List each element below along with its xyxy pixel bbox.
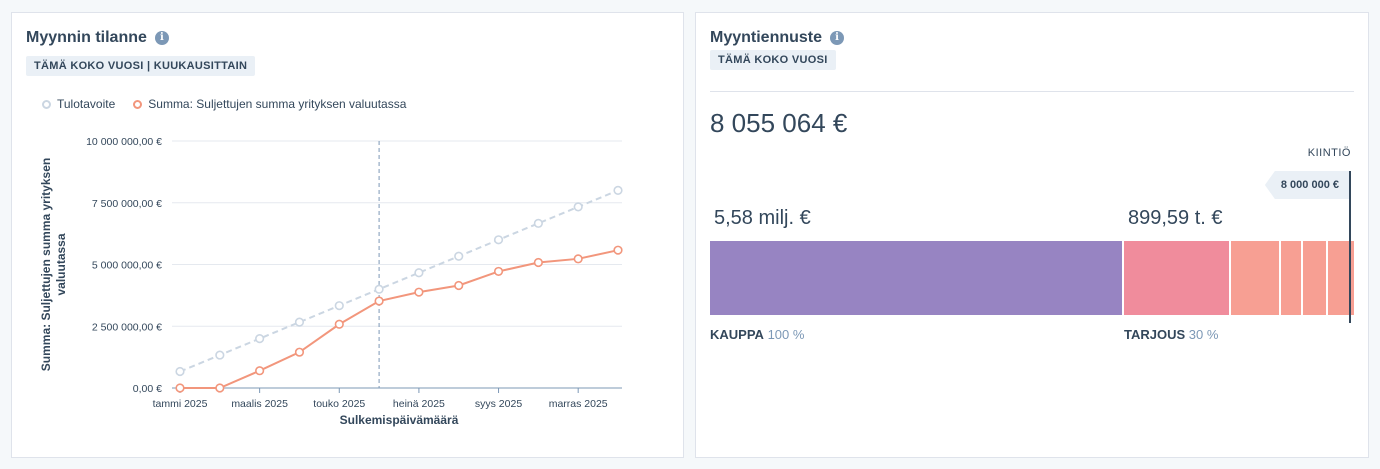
info-icon[interactable]: i	[154, 31, 169, 45]
series-line-1	[180, 249, 619, 389]
y-tick-label: 5 000 000,00 €	[92, 260, 162, 272]
legend-label-target: Tulotavoite	[57, 97, 116, 111]
data-point	[215, 383, 225, 393]
x-tick-label: syys 2025	[475, 398, 522, 410]
series-line-0	[179, 189, 619, 373]
data-point	[255, 334, 265, 344]
x-tick-label: tammi 2025	[153, 398, 208, 410]
x-tick-label: maalis 2025	[231, 398, 288, 410]
data-point	[294, 317, 305, 327]
data-point	[454, 251, 464, 261]
closed-value: 5,58 milj. €	[714, 207, 811, 229]
data-point	[533, 218, 543, 228]
y-axis-title-line: Summa: Suljettujen summa yrityksen	[39, 158, 53, 371]
y-tick-label: 0,00 €	[133, 383, 162, 395]
stage-bar-5[interactable]	[1303, 241, 1326, 315]
forecast-period-tag: TÄMÄ KOKO VUOSI	[710, 50, 836, 70]
y-tick-label: 7 500 000,00 €	[92, 198, 162, 210]
data-point	[255, 366, 265, 376]
data-point	[573, 254, 583, 264]
data-point	[533, 257, 543, 268]
legend-label-sum: Summa: Suljettujen summa yrityksen valuu…	[148, 97, 407, 111]
offer-bar[interactable]	[1124, 241, 1229, 315]
divider	[710, 91, 1354, 92]
legend-item-target[interactable]: Tulotavoite	[42, 97, 115, 111]
forecast-title: Myyntiennuste i	[710, 29, 845, 47]
data-point	[454, 280, 464, 291]
stage-bar-4[interactable]	[1281, 241, 1301, 315]
stage-name-offer: TARJOUS	[1124, 327, 1186, 342]
x-tick-label: heinä 2025	[393, 398, 445, 410]
legend-item-sum[interactable]: Summa: Suljettujen summa yrityksen valuu…	[133, 97, 406, 111]
data-point	[573, 202, 583, 212]
period-tag: TÄMÄ KOKO VUOSI | KUUKAUSITTAIN	[26, 56, 256, 76]
forecast-card: Myyntiennuste i TÄMÄ KOKO VUOSI 8 055 06…	[695, 12, 1369, 458]
y-axis-title-line: valuutassa	[54, 233, 68, 295]
forecast-title-text: Myyntiennuste	[710, 29, 823, 46]
closed-won-bar[interactable]	[710, 241, 1122, 315]
offer-value: 899,59 t. €	[1128, 207, 1223, 229]
y-tick-label: 10 000 000,00 €	[86, 136, 162, 148]
stage-pct-offer: 30 %	[1188, 327, 1219, 342]
data-point	[175, 366, 185, 377]
x-tick-label: marras 2025	[549, 398, 608, 410]
data-point	[374, 284, 384, 294]
quota-marker-line	[1349, 171, 1351, 323]
data-point	[294, 347, 305, 357]
x-axis-title: Sulkemispäivämäärä	[340, 413, 459, 427]
legend-marker-target	[42, 99, 51, 109]
data-point	[334, 319, 344, 329]
data-point	[414, 268, 424, 278]
x-tick-label: touko 2025	[313, 398, 365, 410]
data-point	[215, 350, 225, 360]
forecast-total: 8 055 064 €	[710, 108, 848, 138]
y-axis-title: Summa: Suljettujen summa yrityksenvaluut…	[39, 158, 68, 371]
data-point	[175, 383, 185, 393]
sales-status-title: Myynnin tilanne i	[26, 29, 169, 47]
stage-name-closed: KAUPPA	[710, 327, 764, 342]
data-point	[493, 266, 504, 277]
stage-label-closed: KAUPPA 100 %	[710, 327, 804, 342]
data-point	[613, 245, 623, 255]
sales-line-chart: 0,00 € 2 500 000,00 € 5 000 000,00 € 7 500 …	[39, 136, 623, 427]
sales-status-title-text: Myynnin tilanne	[26, 29, 147, 46]
data-point	[374, 296, 384, 306]
sales-status-card: Myynnin tilanne i TÄMÄ KOKO VUOSI | KUUK…	[11, 12, 684, 458]
chart-legend: Tulotavoite Summa: Suljettujen summa yri…	[42, 97, 406, 111]
stage-bar-3[interactable]	[1231, 241, 1279, 315]
y-tick-label: 2 500 000,00 €	[92, 321, 162, 333]
top-strip	[0, 0, 1380, 8]
stage-label-offer: TARJOUS 30 %	[1124, 327, 1218, 342]
data-point	[613, 185, 623, 196]
info-icon[interactable]: i	[830, 31, 845, 45]
stage-pct-closed: 100 %	[767, 327, 805, 342]
data-point	[334, 301, 344, 311]
legend-marker-sum	[133, 99, 143, 109]
quota-value-flag: 8 000 000 €	[1264, 171, 1349, 199]
data-point	[414, 287, 424, 297]
data-point	[493, 235, 504, 245]
quota-label: KIINTIÖ	[1307, 147, 1351, 159]
